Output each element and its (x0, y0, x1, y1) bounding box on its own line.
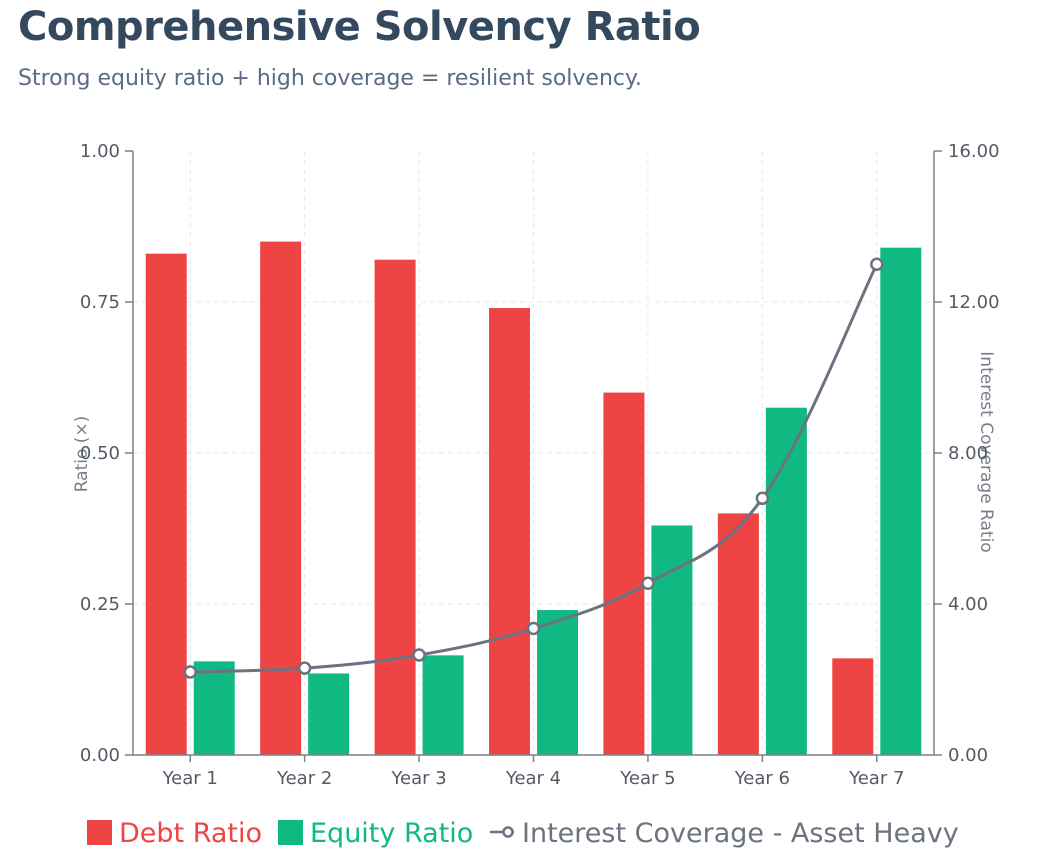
interest-coverage-point (297, 661, 312, 675)
grid-lines (133, 151, 934, 755)
legend-debt-swatch (87, 820, 112, 845)
interest-coverage-point (183, 665, 197, 679)
x-tick-label: Year 4 (505, 768, 561, 789)
legend-equity-swatch (278, 820, 303, 845)
equity-ratio-bar (880, 247, 922, 755)
y-right-tick-label: 12.00 (948, 292, 1000, 313)
debt-ratio-bar (145, 253, 187, 755)
interest-coverage-point (412, 648, 426, 662)
y-left-tick-label: 0.25 (80, 594, 120, 615)
x-tick-label: Year 1 (162, 768, 218, 789)
y-left-tick-label: 1.00 (80, 141, 120, 162)
y-left-tick-label: 0.75 (80, 292, 120, 313)
y-right-tick-label: 16.00 (948, 141, 1000, 162)
interest-coverage-point (526, 621, 541, 636)
debt-ratio-bar (717, 513, 759, 755)
y-right-tick-label: 4.00 (948, 594, 988, 615)
interest-coverage-point (755, 491, 770, 506)
equity-ratio-bar (422, 655, 464, 755)
chart-title: Comprehensive Solvency Ratio (18, 4, 701, 50)
legend-debt-label[interactable]: Debt Ratio (119, 818, 262, 849)
chart-subtitle: Strong equity ratio + high coverage = re… (18, 66, 642, 91)
interest-coverage-point (641, 576, 655, 590)
interest-coverage-point (870, 257, 884, 271)
x-tick-label: Year 3 (390, 768, 446, 789)
equity-ratio-bar (193, 661, 235, 755)
y-right-tick-label: 8.00 (948, 443, 988, 464)
y-right-axis-title: Interest Coverage Ratio (976, 351, 996, 552)
debt-ratio-bar (260, 241, 302, 756)
debt-ratio-bar (832, 658, 874, 755)
y-left-tick-label: 0.50 (80, 443, 120, 464)
legend-coverage-label[interactable]: Interest Coverage - Asset Heavy (522, 818, 959, 849)
equity-ratio-bar (765, 407, 807, 755)
debt-ratio-bar (489, 308, 530, 755)
equity-ratio-bar (308, 673, 350, 755)
y-left-tick-label: 0.00 (80, 745, 120, 766)
legend-coverage-marker-icon (502, 826, 514, 838)
coverage-line (183, 257, 884, 679)
x-tick-label: Year 7 (848, 768, 904, 789)
x-tick-label: Year 5 (619, 768, 675, 789)
x-tick-label: Year 6 (734, 768, 790, 789)
debt-ratio-bar (374, 259, 416, 755)
y-left-axis-title: Ratio (×) (72, 416, 92, 493)
legend-equity-label[interactable]: Equity Ratio (310, 818, 473, 849)
debt-ratio-bar (603, 392, 645, 755)
x-tick-label: Year 2 (276, 768, 332, 789)
axes: Ratio (×) Interest Coverage Ratio 0.00 0.… (72, 141, 1000, 789)
equity-ratio-bar (537, 610, 578, 755)
equity-ratio-bar (651, 525, 693, 755)
y-right-tick-label: 0.00 (948, 745, 988, 766)
legend: Debt Ratio Equity Ratio Interest Coverag… (87, 818, 959, 849)
